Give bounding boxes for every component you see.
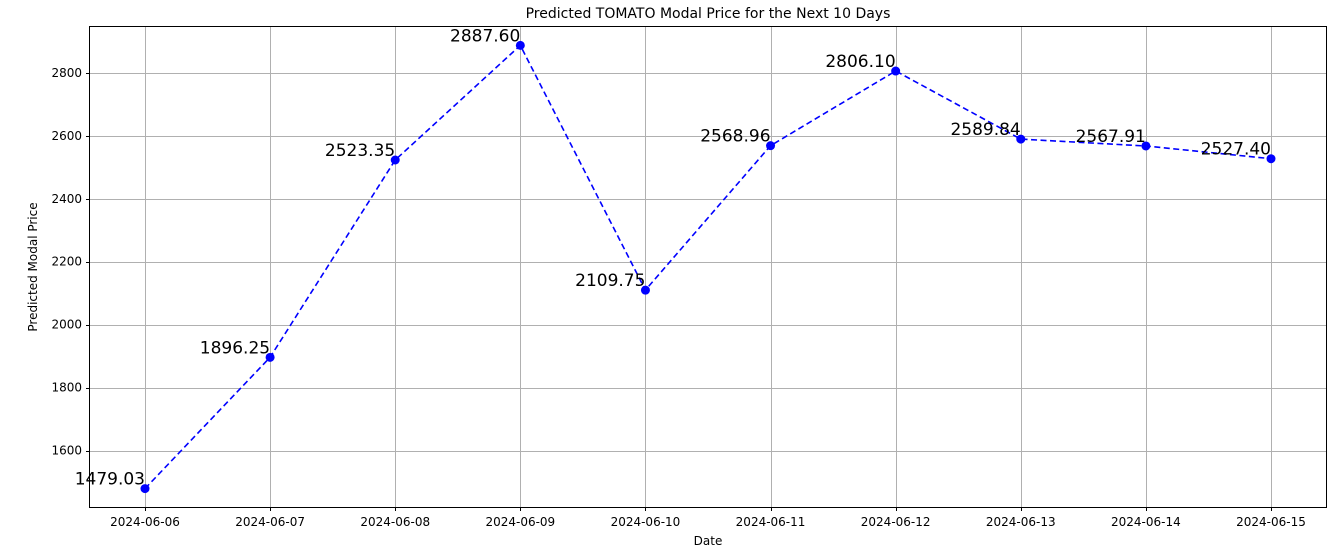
data-point	[390, 155, 400, 165]
x-tick-label: 2024-06-06	[110, 515, 180, 529]
data-point	[766, 141, 776, 151]
x-axis-label: Date	[694, 534, 723, 548]
x-tick-label: 2024-06-08	[360, 515, 430, 529]
data-point	[265, 352, 275, 362]
x-tick-label: 2024-06-10	[611, 515, 681, 529]
data-label: 2109.75	[575, 271, 645, 291]
y-tick-label: 1800	[51, 381, 82, 395]
data-point	[891, 66, 901, 76]
x-tick-label: 2024-06-11	[736, 515, 806, 529]
x-tick-label: 2024-06-12	[861, 515, 931, 529]
x-tick-label: 2024-06-09	[485, 515, 555, 529]
x-tick-label: 2024-06-14	[1111, 515, 1181, 529]
data-label: 2527.40	[1201, 140, 1271, 160]
x-tick-label: 2024-06-13	[986, 515, 1056, 529]
data-label: 2589.84	[950, 120, 1020, 140]
data-label: 2567.91	[1076, 127, 1146, 147]
data-labels: 1479.03 1896.25 2523.35 2887.60 2109.75 2568.…	[75, 26, 1271, 489]
data-point	[140, 484, 150, 494]
data-label: 2887.60	[450, 26, 520, 46]
data-label: 2523.35	[325, 141, 395, 161]
x-tick-label: 2024-06-07	[235, 515, 305, 529]
y-tick-label: 2000	[51, 318, 82, 332]
y-axis-ticks: 1600 1800 2000 2200 2400 2600 2800	[51, 66, 90, 458]
chart-title: Predicted TOMATO Modal Price for the Nex…	[526, 6, 891, 22]
data-point	[1266, 154, 1276, 164]
y-tick-label: 2200	[51, 255, 82, 269]
series-line	[140, 40, 1276, 494]
grid	[90, 27, 1326, 507]
data-point	[640, 285, 650, 295]
y-axis-label: Predicted Modal Price	[26, 202, 40, 331]
data-label: 2568.96	[700, 127, 770, 147]
x-tick-label: 2024-06-15	[1236, 515, 1306, 529]
series-path	[144, 44, 1272, 490]
y-tick-label: 1600	[51, 444, 82, 458]
y-tick-label: 2400	[51, 192, 82, 206]
data-point	[515, 40, 525, 50]
y-tick-label: 2800	[51, 66, 82, 80]
data-point	[1141, 141, 1151, 151]
data-label: 2806.10	[825, 52, 895, 72]
data-label: 1896.25	[200, 338, 270, 358]
plot-frame	[89, 26, 1327, 508]
data-point	[1016, 134, 1026, 144]
x-axis-ticks: 2024-06-06 2024-06-07 2024-06-08 2024-06-09…	[110, 507, 1306, 529]
y-tick-label: 2600	[51, 129, 82, 143]
data-label: 1479.03	[75, 470, 145, 490]
